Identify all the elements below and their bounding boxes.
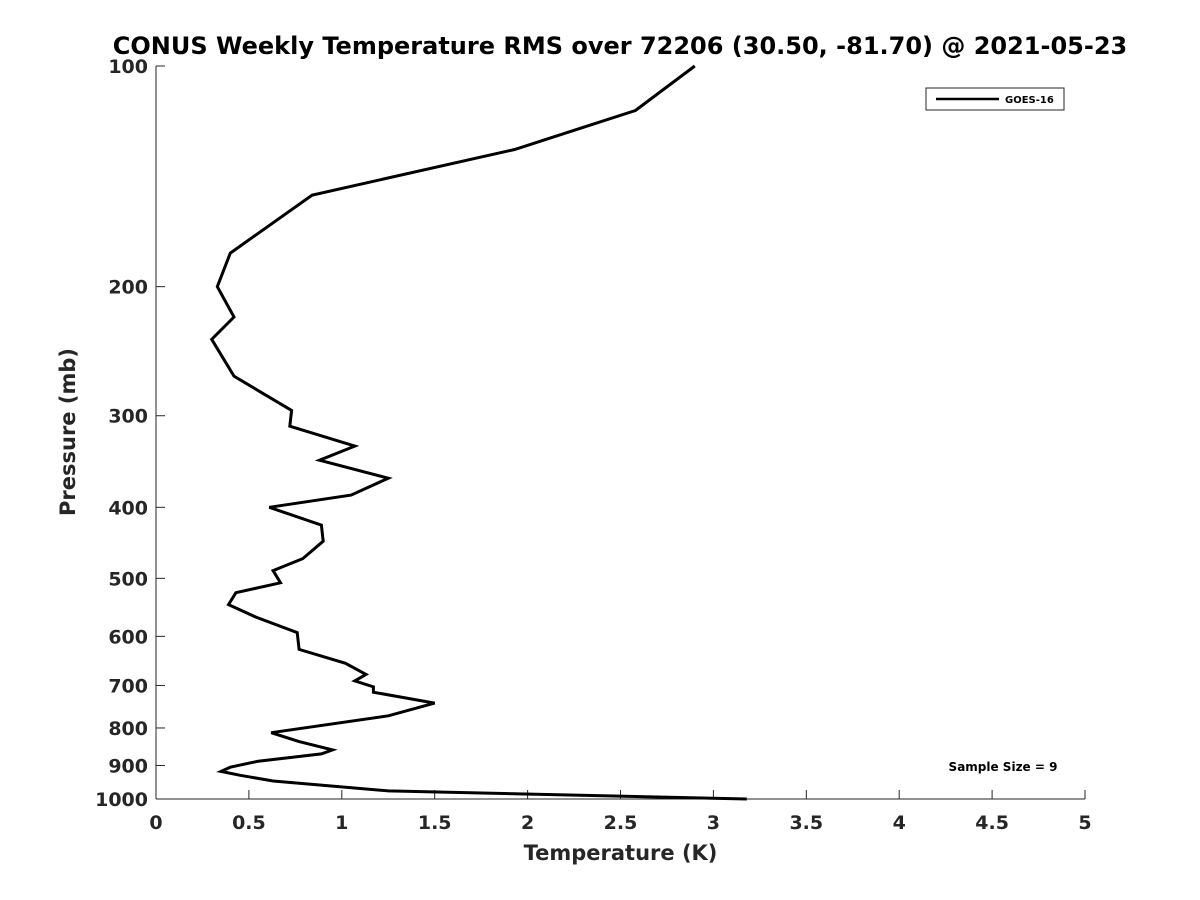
x-axis-label: Temperature (K)	[524, 841, 718, 865]
x-tick-label: 3.5	[789, 812, 823, 834]
y-tick-label: 100	[108, 56, 148, 78]
y-tick-label: 200	[108, 277, 148, 299]
x-tick-label: 0.5	[232, 812, 266, 834]
x-tick-label: 0	[149, 812, 162, 834]
legend: GOES-16	[925, 87, 1065, 111]
y-tick-label: 600	[108, 626, 148, 648]
y-tick-label: 300	[108, 406, 148, 428]
chart-title: CONUS Weekly Temperature RMS over 72206 …	[113, 32, 1127, 60]
y-axis-ticks: 100 200 300 400 500 600 700 800 900 1000	[95, 56, 165, 811]
y-tick-label: 500	[108, 568, 148, 590]
x-tick-label: 3	[707, 812, 720, 834]
y-tick-label: 400	[108, 497, 148, 519]
axes: 0 0.5 1 1.5 2 2.5 3 3.5 4 4.5 5 100 200 300 400 500 600…	[95, 56, 1092, 834]
x-tick-label: 5	[1078, 812, 1091, 834]
y-axis-label: Pressure (mb)	[56, 348, 80, 516]
x-tick-label: 4.5	[975, 812, 1009, 834]
x-tick-label: 2.5	[604, 812, 638, 834]
x-tick-label: 2	[521, 812, 534, 834]
x-tick-label: 1.5	[418, 812, 452, 834]
series-line-goes-16	[209, 64, 747, 801]
y-tick-label: 700	[108, 675, 148, 697]
y-tick-label: 900	[108, 755, 148, 777]
y-tick-label: 1000	[95, 789, 148, 811]
x-tick-label: 4	[893, 812, 906, 834]
sample-size-annotation: Sample Size = 9	[949, 760, 1058, 774]
x-axis-ticks: 0 0.5 1 1.5 2 2.5 3 3.5 4 4.5 5	[149, 790, 1092, 834]
series-layer	[209, 64, 747, 801]
x-tick-label: 1	[335, 812, 348, 834]
y-tick-label: 800	[108, 718, 148, 740]
legend-entry-goes-16: GOES-16	[1005, 95, 1054, 106]
